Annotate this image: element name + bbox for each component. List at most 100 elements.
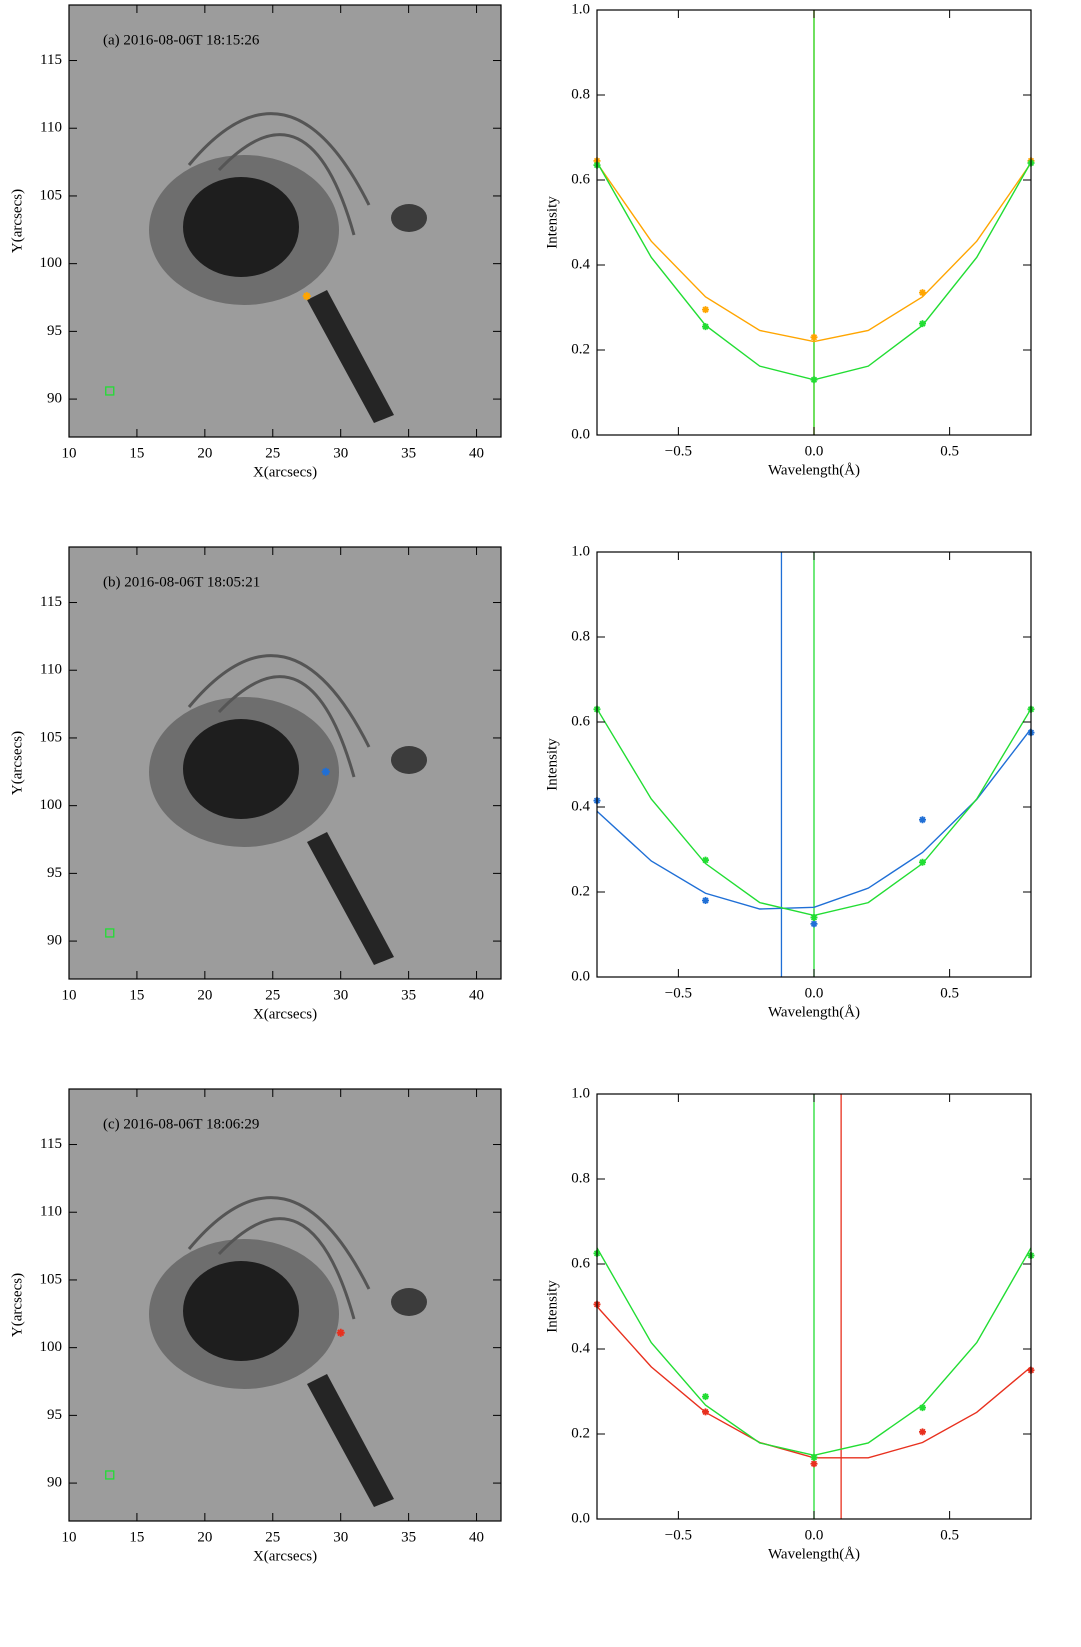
x-tick-label: 35 — [401, 445, 416, 461]
x-axis-label: X(arcsecs) — [253, 1006, 317, 1022]
fibrils — [187, 112, 371, 236]
x-tick-label: 40 — [469, 445, 484, 461]
x-tick-label: 20 — [197, 987, 212, 1003]
y-tick-label: 100 — [40, 1339, 63, 1355]
x-tick-label: 30 — [333, 1529, 348, 1545]
marker — [302, 292, 311, 301]
filament — [307, 832, 394, 965]
frame — [68, 1088, 502, 1522]
x-tick-label: 15 — [129, 1529, 144, 1545]
data-point — [810, 333, 818, 341]
x-tick-label: 30 — [333, 987, 348, 1003]
y-tick-label: 0.8 — [571, 86, 590, 102]
data-point — [919, 320, 926, 328]
y-axis-label: Y(arcsecs) — [9, 1273, 25, 1337]
x-tick-label: 10 — [62, 1529, 77, 1545]
y-tick-label: 105 — [40, 729, 63, 745]
frame — [596, 551, 1032, 978]
x-tick-label: 0.0 — [805, 443, 824, 459]
y-tick-label: 0.0 — [571, 1510, 590, 1526]
x-tick-label: 15 — [129, 987, 144, 1003]
x-axis-label: Wavelength(Å) — [768, 462, 860, 478]
small-spot — [391, 746, 427, 774]
frame — [596, 9, 1032, 436]
x-tick-label: 35 — [401, 987, 416, 1003]
x-tick-label: 20 — [197, 445, 212, 461]
y-tick-label: 90 — [47, 1475, 62, 1491]
x-tick-label: 10 — [62, 987, 77, 1003]
data-point — [702, 1393, 709, 1401]
y-tick-label: 110 — [40, 120, 62, 136]
y-tick-label: 90 — [47, 933, 62, 949]
fibrils — [187, 654, 371, 778]
y-tick-label: 0.4 — [571, 256, 590, 272]
marker — [321, 767, 330, 776]
marker — [105, 928, 115, 938]
y-tick-label: 1.0 — [571, 1085, 590, 1101]
data-point — [810, 1460, 818, 1468]
y-tick-label: 1.0 — [571, 543, 590, 559]
x-tick-label: 10 — [62, 445, 77, 461]
y-tick-label: 115 — [40, 1136, 62, 1152]
x-tick-label: 30 — [333, 445, 348, 461]
y-tick-label: 0.2 — [571, 1425, 590, 1441]
small-spot — [391, 204, 427, 232]
marker — [336, 1328, 345, 1337]
data-point — [919, 816, 926, 824]
x-axis-label: X(arcsecs) — [253, 1548, 317, 1564]
umbra — [183, 1261, 299, 1361]
fit-curve — [596, 162, 1032, 343]
x-tick-label: −0.5 — [665, 1527, 692, 1543]
x-tick-label: 15 — [129, 445, 144, 461]
frame — [596, 1093, 1032, 1520]
data-point — [919, 1404, 926, 1412]
y-tick-label: 105 — [40, 187, 63, 203]
data-point — [919, 289, 926, 297]
frame — [68, 546, 502, 980]
y-tick-label: 95 — [47, 865, 62, 881]
x-axis-label: X(arcsecs) — [253, 464, 317, 480]
data-point — [702, 1408, 709, 1416]
x-tick-label: 0.0 — [805, 1527, 824, 1543]
x-tick-label: 35 — [401, 1529, 416, 1545]
x-tick-label: 25 — [265, 987, 280, 1003]
solar-image — [69, 5, 501, 437]
y-tick-label: 100 — [40, 797, 63, 813]
y-tick-label: 100 — [40, 255, 63, 271]
y-axis-label: Intensity — [544, 1280, 560, 1333]
y-tick-label: 90 — [47, 391, 62, 407]
data-point — [702, 323, 709, 331]
x-tick-label: 40 — [469, 987, 484, 1003]
y-tick-label: 115 — [40, 52, 62, 68]
marker — [105, 1470, 115, 1480]
x-tick-label: 20 — [197, 1529, 212, 1545]
y-tick-label: 0.2 — [571, 883, 590, 899]
data-point — [702, 306, 709, 314]
y-tick-label: 0.6 — [571, 171, 590, 187]
x-tick-label: 40 — [469, 1529, 484, 1545]
data-point — [702, 856, 709, 864]
solar-image — [69, 547, 501, 979]
y-tick-label: 0.6 — [571, 1255, 590, 1271]
umbra — [183, 177, 299, 277]
x-tick-label: 0.5 — [940, 443, 959, 459]
small-spot — [391, 1288, 427, 1316]
y-tick-label: 0.2 — [571, 341, 590, 357]
y-tick-label: 115 — [40, 594, 62, 610]
data-point — [810, 376, 818, 384]
x-tick-label: 0.0 — [805, 985, 824, 1001]
y-tick-label: 0.4 — [571, 798, 590, 814]
fibrils — [187, 1196, 371, 1320]
y-tick-label: 0.8 — [571, 628, 590, 644]
y-axis-label: Intensity — [544, 196, 560, 249]
marker — [105, 386, 115, 396]
panel-title: (c) 2016-08-06T 18:06:29 — [103, 1116, 259, 1132]
panel-title: (a) 2016-08-06T 18:15:26 — [103, 32, 260, 48]
y-axis-label: Y(arcsecs) — [9, 731, 25, 795]
x-tick-label: 0.5 — [940, 1527, 959, 1543]
x-axis-label: Wavelength(Å) — [768, 1546, 860, 1562]
data-point — [919, 1428, 926, 1436]
data-point — [919, 858, 926, 866]
